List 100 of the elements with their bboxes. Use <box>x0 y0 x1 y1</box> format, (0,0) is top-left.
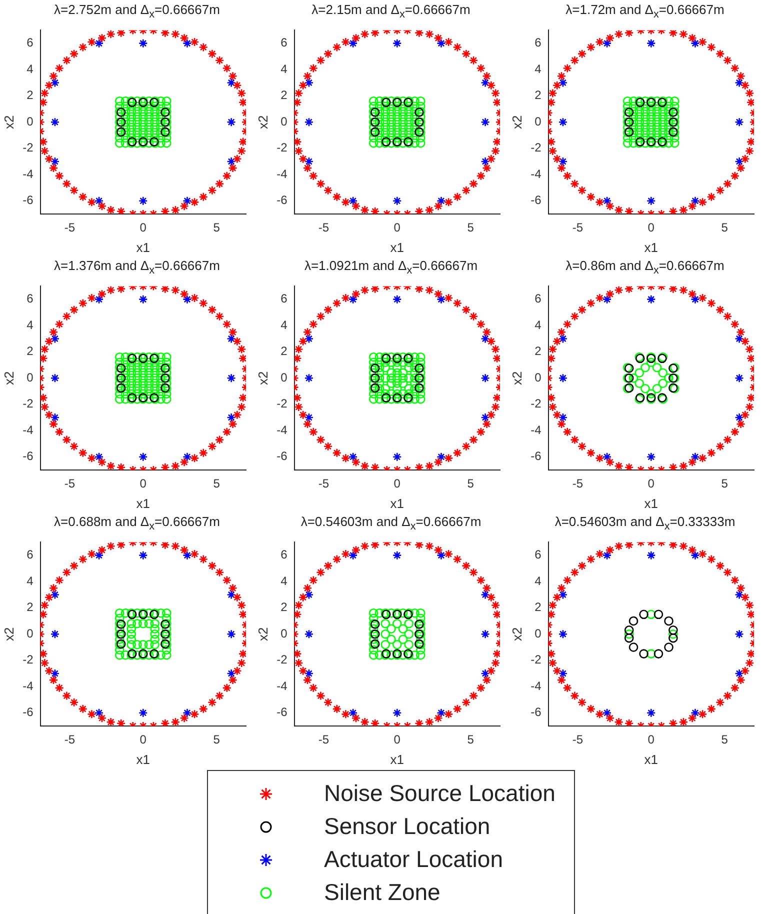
point <box>746 610 754 620</box>
point <box>78 448 88 458</box>
point <box>624 633 634 643</box>
point <box>398 634 408 644</box>
point <box>490 344 500 354</box>
point <box>548 610 556 620</box>
point <box>624 542 634 550</box>
point <box>414 462 424 470</box>
point <box>360 30 370 39</box>
point <box>304 668 314 678</box>
point <box>392 294 402 304</box>
point <box>734 373 744 383</box>
legend-label: Actuator Location <box>324 846 504 873</box>
point <box>586 42 596 52</box>
y-axis-title: x2 <box>509 115 524 129</box>
point <box>716 698 725 708</box>
point <box>468 691 478 700</box>
point <box>570 435 580 444</box>
point <box>746 393 754 402</box>
point <box>688 545 697 555</box>
point <box>577 561 587 570</box>
point <box>214 312 224 322</box>
point <box>198 192 208 202</box>
point <box>50 156 60 166</box>
point <box>730 320 740 329</box>
point <box>482 328 492 337</box>
point <box>424 542 434 551</box>
y-tick-label: 2 <box>26 600 34 614</box>
point <box>69 698 79 708</box>
point <box>452 448 462 458</box>
x-tick-label: 0 <box>140 732 147 747</box>
point <box>48 584 58 593</box>
x-tick-label: -5 <box>318 732 330 747</box>
point <box>48 163 58 173</box>
point <box>232 410 242 420</box>
point <box>444 198 454 207</box>
point <box>634 378 644 388</box>
point <box>740 80 750 90</box>
x-tick-label: 5 <box>721 732 728 747</box>
point <box>595 454 604 463</box>
point <box>480 373 490 383</box>
point <box>94 196 104 206</box>
point <box>308 320 318 329</box>
point <box>351 457 361 467</box>
point <box>232 80 242 90</box>
point <box>690 38 700 48</box>
point <box>646 294 656 304</box>
point <box>668 629 678 639</box>
point <box>228 163 238 173</box>
point <box>351 713 361 723</box>
point <box>332 42 342 52</box>
point <box>368 645 378 655</box>
point <box>190 293 200 303</box>
point <box>302 584 312 593</box>
point <box>605 289 615 299</box>
point <box>106 30 116 39</box>
point <box>602 196 612 206</box>
x-tick-label: 5 <box>467 476 474 491</box>
x-axis-title: x1 <box>644 752 658 767</box>
point <box>360 286 370 295</box>
point <box>398 624 408 634</box>
point <box>424 286 434 295</box>
x-tick-label: -5 <box>318 476 330 491</box>
point <box>69 305 79 314</box>
point <box>639 610 648 620</box>
point <box>94 708 104 718</box>
point <box>302 328 312 337</box>
x-tick-label: -5 <box>64 476 76 491</box>
point <box>360 717 370 726</box>
point <box>556 72 566 81</box>
y-tick-label: 6 <box>26 548 34 562</box>
point <box>386 608 396 618</box>
legend-label: Noise Source Location <box>324 780 556 807</box>
point <box>222 171 232 181</box>
point <box>190 454 200 463</box>
point <box>126 640 136 650</box>
y-tick-label: 2 <box>26 88 34 102</box>
point <box>556 328 566 337</box>
point <box>40 402 50 412</box>
point <box>380 629 390 639</box>
point <box>180 545 189 555</box>
point <box>198 448 208 458</box>
point <box>54 427 64 437</box>
point <box>558 629 568 639</box>
point <box>190 710 200 719</box>
y-tick-label: 4 <box>26 318 34 332</box>
point <box>190 37 200 47</box>
point <box>595 293 604 303</box>
point <box>144 618 154 628</box>
point <box>688 289 697 299</box>
point <box>744 658 754 668</box>
point <box>706 554 716 564</box>
point <box>150 629 160 639</box>
point <box>492 393 500 402</box>
point <box>734 412 744 422</box>
point <box>341 549 350 559</box>
point <box>556 584 566 593</box>
point <box>44 80 54 90</box>
point <box>214 691 224 700</box>
point <box>556 163 566 173</box>
